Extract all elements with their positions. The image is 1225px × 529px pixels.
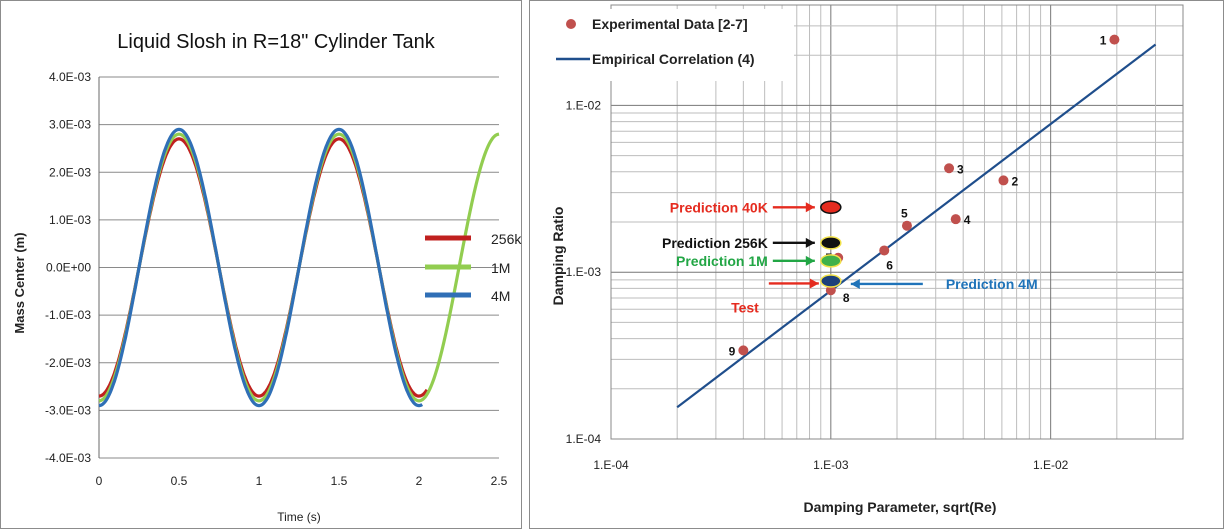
prediction-4m-label: Prediction 4M xyxy=(946,276,1038,292)
x-tick-label: 1 xyxy=(256,474,263,488)
test-arrow-head xyxy=(809,278,819,289)
y-axis-label: Mass Center (m) xyxy=(12,232,27,333)
x-tick-label: 2.5 xyxy=(491,474,508,488)
legend-label-256k: 256k xyxy=(491,231,522,247)
x-tick-label: 1.E-02 xyxy=(1033,458,1069,472)
y-tick-label: -4.0E-03 xyxy=(45,451,91,465)
data-point-9 xyxy=(738,345,749,356)
prediction-4m-arrow-head xyxy=(850,278,860,289)
data-point-label-5: 5 xyxy=(901,207,908,221)
mass-center-chart: 4.0E-03 3.0E-03 2.0E-03 1.0E-03 0.0E+00 -1.0E… xyxy=(12,31,522,524)
legend: 256k 1M 4M xyxy=(425,231,522,304)
data-point-8 xyxy=(825,285,836,296)
y-axis-label: Damping Ratio xyxy=(550,207,566,306)
y-tick-label: 3.0E-03 xyxy=(49,118,91,132)
data-point-1 xyxy=(1109,34,1120,45)
x-axis-label: Damping Parameter, sqrt(Re) xyxy=(804,499,997,515)
legend: Experimental Data [2-7] Empirical Correl… xyxy=(556,16,755,67)
x-tick-label: 1.E-03 xyxy=(813,458,849,472)
y-tick-label: -3.0E-03 xyxy=(45,403,91,417)
data-point-label-3: 3 xyxy=(957,162,964,176)
y-tick-label: 4.0E-03 xyxy=(49,70,91,84)
y-tick-label: 0.0E+00 xyxy=(46,261,91,275)
y-tick-label: 1.E-04 xyxy=(566,432,602,446)
prediction-label-prediction-256k: Prediction 256K xyxy=(662,235,768,251)
prediction-test: Test xyxy=(731,278,819,315)
damping-ratio-chart-panel: 1.E-02 1.E-03 1.E-04 1.E-04 1.E-03 1.E-02 1 2… xyxy=(529,0,1224,529)
data-point-label-6: 6 xyxy=(886,258,893,272)
series-line-4m xyxy=(98,127,424,408)
x-tick-label: 0.5 xyxy=(171,474,188,488)
legend-item-correlation: Empirical Correlation (4) xyxy=(556,51,755,67)
prediction-markers: Prediction 40K Prediction 256K Prediction … xyxy=(662,199,1038,315)
prediction-marker-prediction-40k xyxy=(820,200,842,215)
y-tick-labels: 1.E-02 1.E-03 1.E-04 xyxy=(566,98,602,446)
y-tick-label: -1.0E-03 xyxy=(45,308,91,322)
x-axis-label: Time (s) xyxy=(277,510,321,524)
legend-label-4m: 4M xyxy=(491,288,510,304)
prediction-prediction-256k: Prediction 256K xyxy=(662,235,842,251)
x-tick-label: 1.5 xyxy=(331,474,348,488)
data-point-label-4: 4 xyxy=(964,213,971,227)
prediction-label-prediction-1m: Prediction 1M xyxy=(676,253,768,269)
data-point-4 xyxy=(950,214,961,225)
data-point-5 xyxy=(901,220,912,231)
data-point-label-9: 9 xyxy=(729,344,736,358)
prediction-marker-prediction-1m xyxy=(820,254,842,268)
prediction-prediction-1m: Prediction 1M xyxy=(676,253,842,269)
data-point-label-2: 2 xyxy=(1011,174,1018,188)
legend-item-256k: 256k xyxy=(425,231,522,247)
plot-area-frame xyxy=(610,4,1184,440)
prediction-arrow-prediction-40k-head xyxy=(805,202,815,213)
legend-label-experimental: Experimental Data [2-7] xyxy=(592,16,748,32)
legend-label-1m: 1M xyxy=(491,260,510,276)
legend-background xyxy=(536,9,794,81)
legend-label-correlation: Empirical Correlation (4) xyxy=(592,51,755,67)
y-tick-label: 1.E-03 xyxy=(566,265,602,279)
data-point-label-1: 1 xyxy=(1100,34,1107,48)
legend-marker-experimental xyxy=(566,19,576,29)
data-point-6 xyxy=(879,245,890,256)
empirical-correlation-line xyxy=(676,43,1157,409)
x-tick-label: 0 xyxy=(96,474,103,488)
chart-title: Liquid Slosh in R=18" Cylinder Tank xyxy=(117,31,435,53)
y-tick-label: 2.0E-03 xyxy=(49,165,91,179)
series-lines xyxy=(98,127,500,408)
experimental-points: 123456789 xyxy=(729,34,1120,358)
mass-center-chart-panel: 4.0E-03 3.0E-03 2.0E-03 1.0E-03 0.0E+00 -1.0E… xyxy=(0,0,522,529)
prediction-prediction-4m: Prediction 4M xyxy=(820,274,1038,292)
prediction-arrow-prediction-1m-head xyxy=(805,255,815,266)
x-tick-labels: 1.E-04 1.E-03 1.E-02 xyxy=(593,458,1068,472)
y-tick-labels: 4.0E-03 3.0E-03 2.0E-03 1.0E-03 0.0E+00 -1.0E… xyxy=(45,70,91,465)
y-tick-label: 1.E-02 xyxy=(566,98,602,112)
y-tick-label: 1.0E-03 xyxy=(49,213,91,227)
test-label: Test xyxy=(731,299,759,315)
y-tick-label: -2.0E-03 xyxy=(45,356,91,370)
legend-item-experimental: Experimental Data [2-7] xyxy=(566,16,748,32)
x-tick-label: 1.E-04 xyxy=(593,458,629,472)
x-tick-label: 2 xyxy=(416,474,423,488)
legend-item-4m: 4M xyxy=(425,288,510,304)
data-point-label-8: 8 xyxy=(843,291,850,305)
prediction-marker-4m xyxy=(820,274,842,288)
legend-item-1m: 1M xyxy=(425,260,510,276)
prediction-marker-prediction-256k xyxy=(820,236,842,250)
x-tick-labels: 0 0.5 1 1.5 2 2.5 xyxy=(96,474,508,488)
data-point-3 xyxy=(944,163,955,174)
damping-ratio-chart: 1.E-02 1.E-03 1.E-04 1.E-04 1.E-03 1.E-02 1 2… xyxy=(536,4,1184,515)
prediction-arrow-prediction-256k-head xyxy=(805,237,815,248)
data-point-2 xyxy=(998,175,1009,186)
prediction-label-prediction-40k: Prediction 40K xyxy=(670,199,768,215)
prediction-prediction-40k: Prediction 40K xyxy=(670,199,842,215)
correlation-line xyxy=(676,43,1157,409)
